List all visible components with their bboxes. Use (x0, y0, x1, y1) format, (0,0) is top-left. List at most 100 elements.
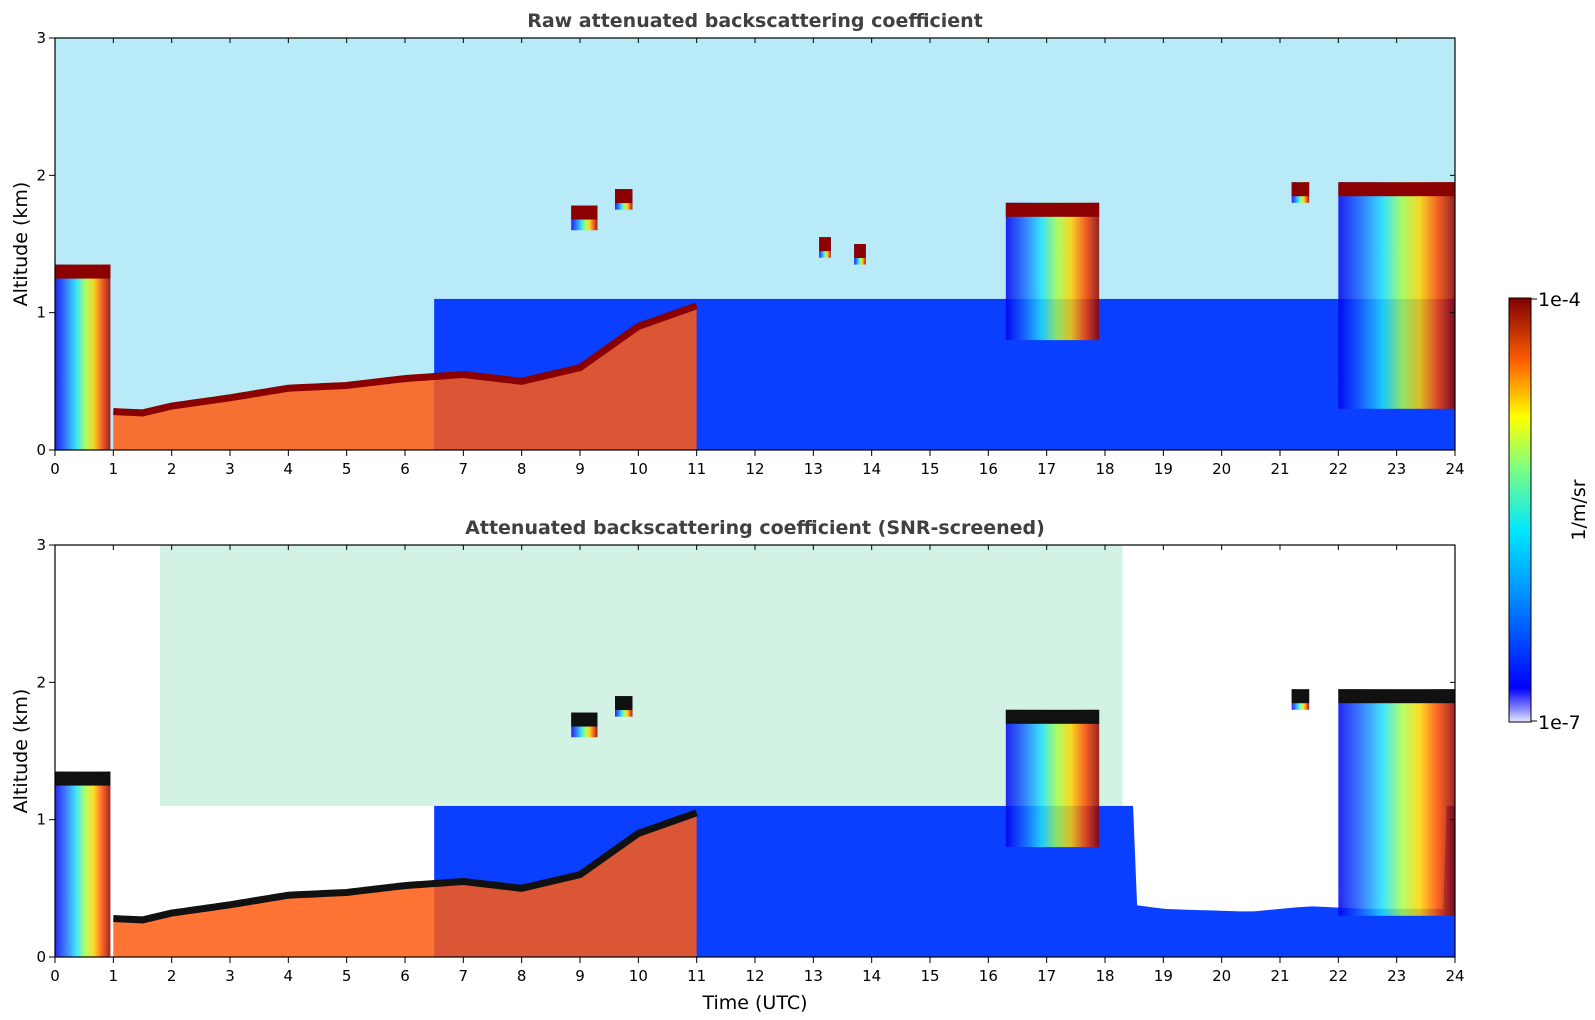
colorbar-max-label: 1e-4 (1538, 289, 1581, 311)
x-axis-raw: 0 1 2 3 4 5 6 7 8 9 10 11 12 13 14 15 16 17 18 19 20 21 22 23 24 (50, 38, 1465, 478)
cloud-base-3 (615, 189, 633, 204)
x-tick-label: 22 (1329, 460, 1348, 478)
y-tick-label: 3 (36, 29, 46, 47)
y-tick-label: 0 (36, 441, 46, 459)
x-tick-label: 4 (284, 967, 294, 985)
x-tick-label: 20 (1212, 967, 1231, 985)
cloud-base-6 (1338, 689, 1455, 704)
y-tick-label: 1 (36, 304, 46, 322)
x-tick-label: 20 (1212, 460, 1231, 478)
cloud-layer-1 (55, 771, 111, 957)
x-tick-label: 11 (687, 460, 706, 478)
cloud-base-3 (615, 696, 633, 711)
y-axis-raw: 0 1 2 3 (36, 29, 1455, 459)
x-tick-label: 18 (1095, 967, 1114, 985)
cloud-base-4 (819, 237, 831, 252)
cloud-layer-6 (1338, 689, 1455, 916)
colorbar-min-label: 1e-7 (1538, 712, 1581, 734)
cloud-base-4 (1005, 709, 1100, 724)
x-tick-label: 15 (920, 967, 939, 985)
heatmap-raw (55, 38, 1455, 450)
x-tick-label: 16 (979, 967, 998, 985)
x-tick-label: 2 (167, 967, 177, 985)
cloud-layer-6 (1005, 202, 1100, 341)
y-tick-label: 0 (36, 948, 46, 966)
heatmap-screened (55, 545, 1455, 957)
y-axis-screened: 0 1 2 3 (36, 536, 1455, 966)
y-tick-label: 1 (36, 811, 46, 829)
mixed-layer-top (113, 302, 698, 417)
x-tick-label: 14 (862, 460, 881, 478)
x-tick-label: 21 (1270, 460, 1289, 478)
mixed-layer (113, 812, 697, 957)
y-tick-label: 2 (36, 166, 46, 184)
x-tick-label: 11 (687, 967, 706, 985)
x-tick-label: 0 (50, 460, 60, 478)
x-tick-label: 13 (804, 967, 823, 985)
x-tick-label: 6 (400, 460, 410, 478)
cloud-base-8 (1338, 182, 1455, 197)
x-tick-label: 1 (109, 460, 119, 478)
x-tick-label: 7 (459, 460, 469, 478)
x-tick-label: 24 (1445, 460, 1464, 478)
x-tick-label: 18 (1095, 460, 1114, 478)
x-tick-label: 10 (629, 967, 648, 985)
cloud-base-2 (571, 205, 598, 220)
x-tick-label: 12 (745, 460, 764, 478)
x-tick-label: 19 (1154, 967, 1173, 985)
x-tick-label: 6 (400, 967, 410, 985)
x-tick-label: 19 (1154, 460, 1173, 478)
x-tick-label: 0 (50, 967, 60, 985)
x-tick-label: 16 (979, 460, 998, 478)
cloud-base-2 (571, 712, 598, 727)
cloud-base-5 (1291, 689, 1310, 704)
x-tick-label: 1 (109, 967, 119, 985)
x-tick-label: 5 (342, 460, 352, 478)
y-tick-label: 2 (36, 673, 46, 691)
cloud-layer-1 (55, 264, 111, 450)
cloud-base-1 (55, 264, 111, 279)
mixed-layer (113, 305, 697, 450)
x-tick-label: 3 (225, 967, 235, 985)
x-axis-screened: 0 1 2 3 4 5 6 7 8 9 10 11 12 13 14 15 16 17 18 19 20 21 22 23 24 (50, 545, 1465, 985)
x-tick-label: 5 (342, 967, 352, 985)
panel-screened: Attenuated backscattering coefficient (S… (10, 517, 1465, 1014)
x-tick-label: 22 (1329, 967, 1348, 985)
x-tick-label: 9 (575, 460, 585, 478)
x-tick-label: 23 (1387, 460, 1406, 478)
x-tick-label: 12 (745, 967, 764, 985)
x-tick-label: 3 (225, 460, 235, 478)
panel-raw: Raw attenuated backscattering coefficien… (10, 10, 1465, 478)
x-tick-label: 21 (1270, 967, 1289, 985)
x-axis-label: Time (UTC) (701, 992, 807, 1014)
aloft-signal (160, 545, 1123, 806)
cloud-base-6 (1005, 202, 1100, 217)
x-tick-label: 15 (920, 460, 939, 478)
cloud-layer-8 (1338, 182, 1455, 409)
x-tick-label: 10 (629, 460, 648, 478)
colorbar: 1e-4 1e-7 1/m/sr (1508, 289, 1590, 734)
colorbar-label: 1/m/sr (1568, 479, 1590, 540)
x-tick-label: 24 (1445, 967, 1464, 985)
x-tick-label: 8 (517, 460, 527, 478)
x-tick-label: 17 (1037, 460, 1056, 478)
y-tick-label: 3 (36, 536, 46, 554)
cloud-base-1 (55, 771, 111, 786)
cloud-base-7 (1291, 182, 1310, 197)
y-axis-label-raw: Altitude (km) (10, 182, 32, 307)
x-tick-label: 7 (459, 967, 469, 985)
panel-screened-title: Attenuated backscattering coefficient (S… (465, 517, 1045, 539)
panel-raw-title: Raw attenuated backscattering coefficien… (527, 10, 983, 32)
cloud-layer-4 (1005, 709, 1100, 848)
mixed-layer-top (113, 809, 698, 924)
x-tick-label: 9 (575, 967, 585, 985)
colorbar-gradient (1508, 297, 1532, 723)
x-tick-label: 23 (1387, 967, 1406, 985)
cloud-base-5 (854, 244, 866, 258)
y-axis-label-screened: Altitude (km) (10, 689, 32, 814)
x-tick-label: 14 (862, 967, 881, 985)
x-tick-label: 17 (1037, 967, 1056, 985)
x-tick-label: 2 (167, 460, 177, 478)
x-tick-label: 13 (804, 460, 823, 478)
